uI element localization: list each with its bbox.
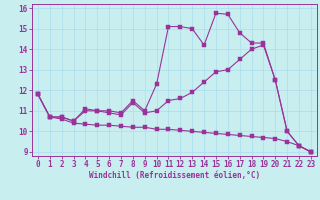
X-axis label: Windchill (Refroidissement éolien,°C): Windchill (Refroidissement éolien,°C) xyxy=(89,171,260,180)
